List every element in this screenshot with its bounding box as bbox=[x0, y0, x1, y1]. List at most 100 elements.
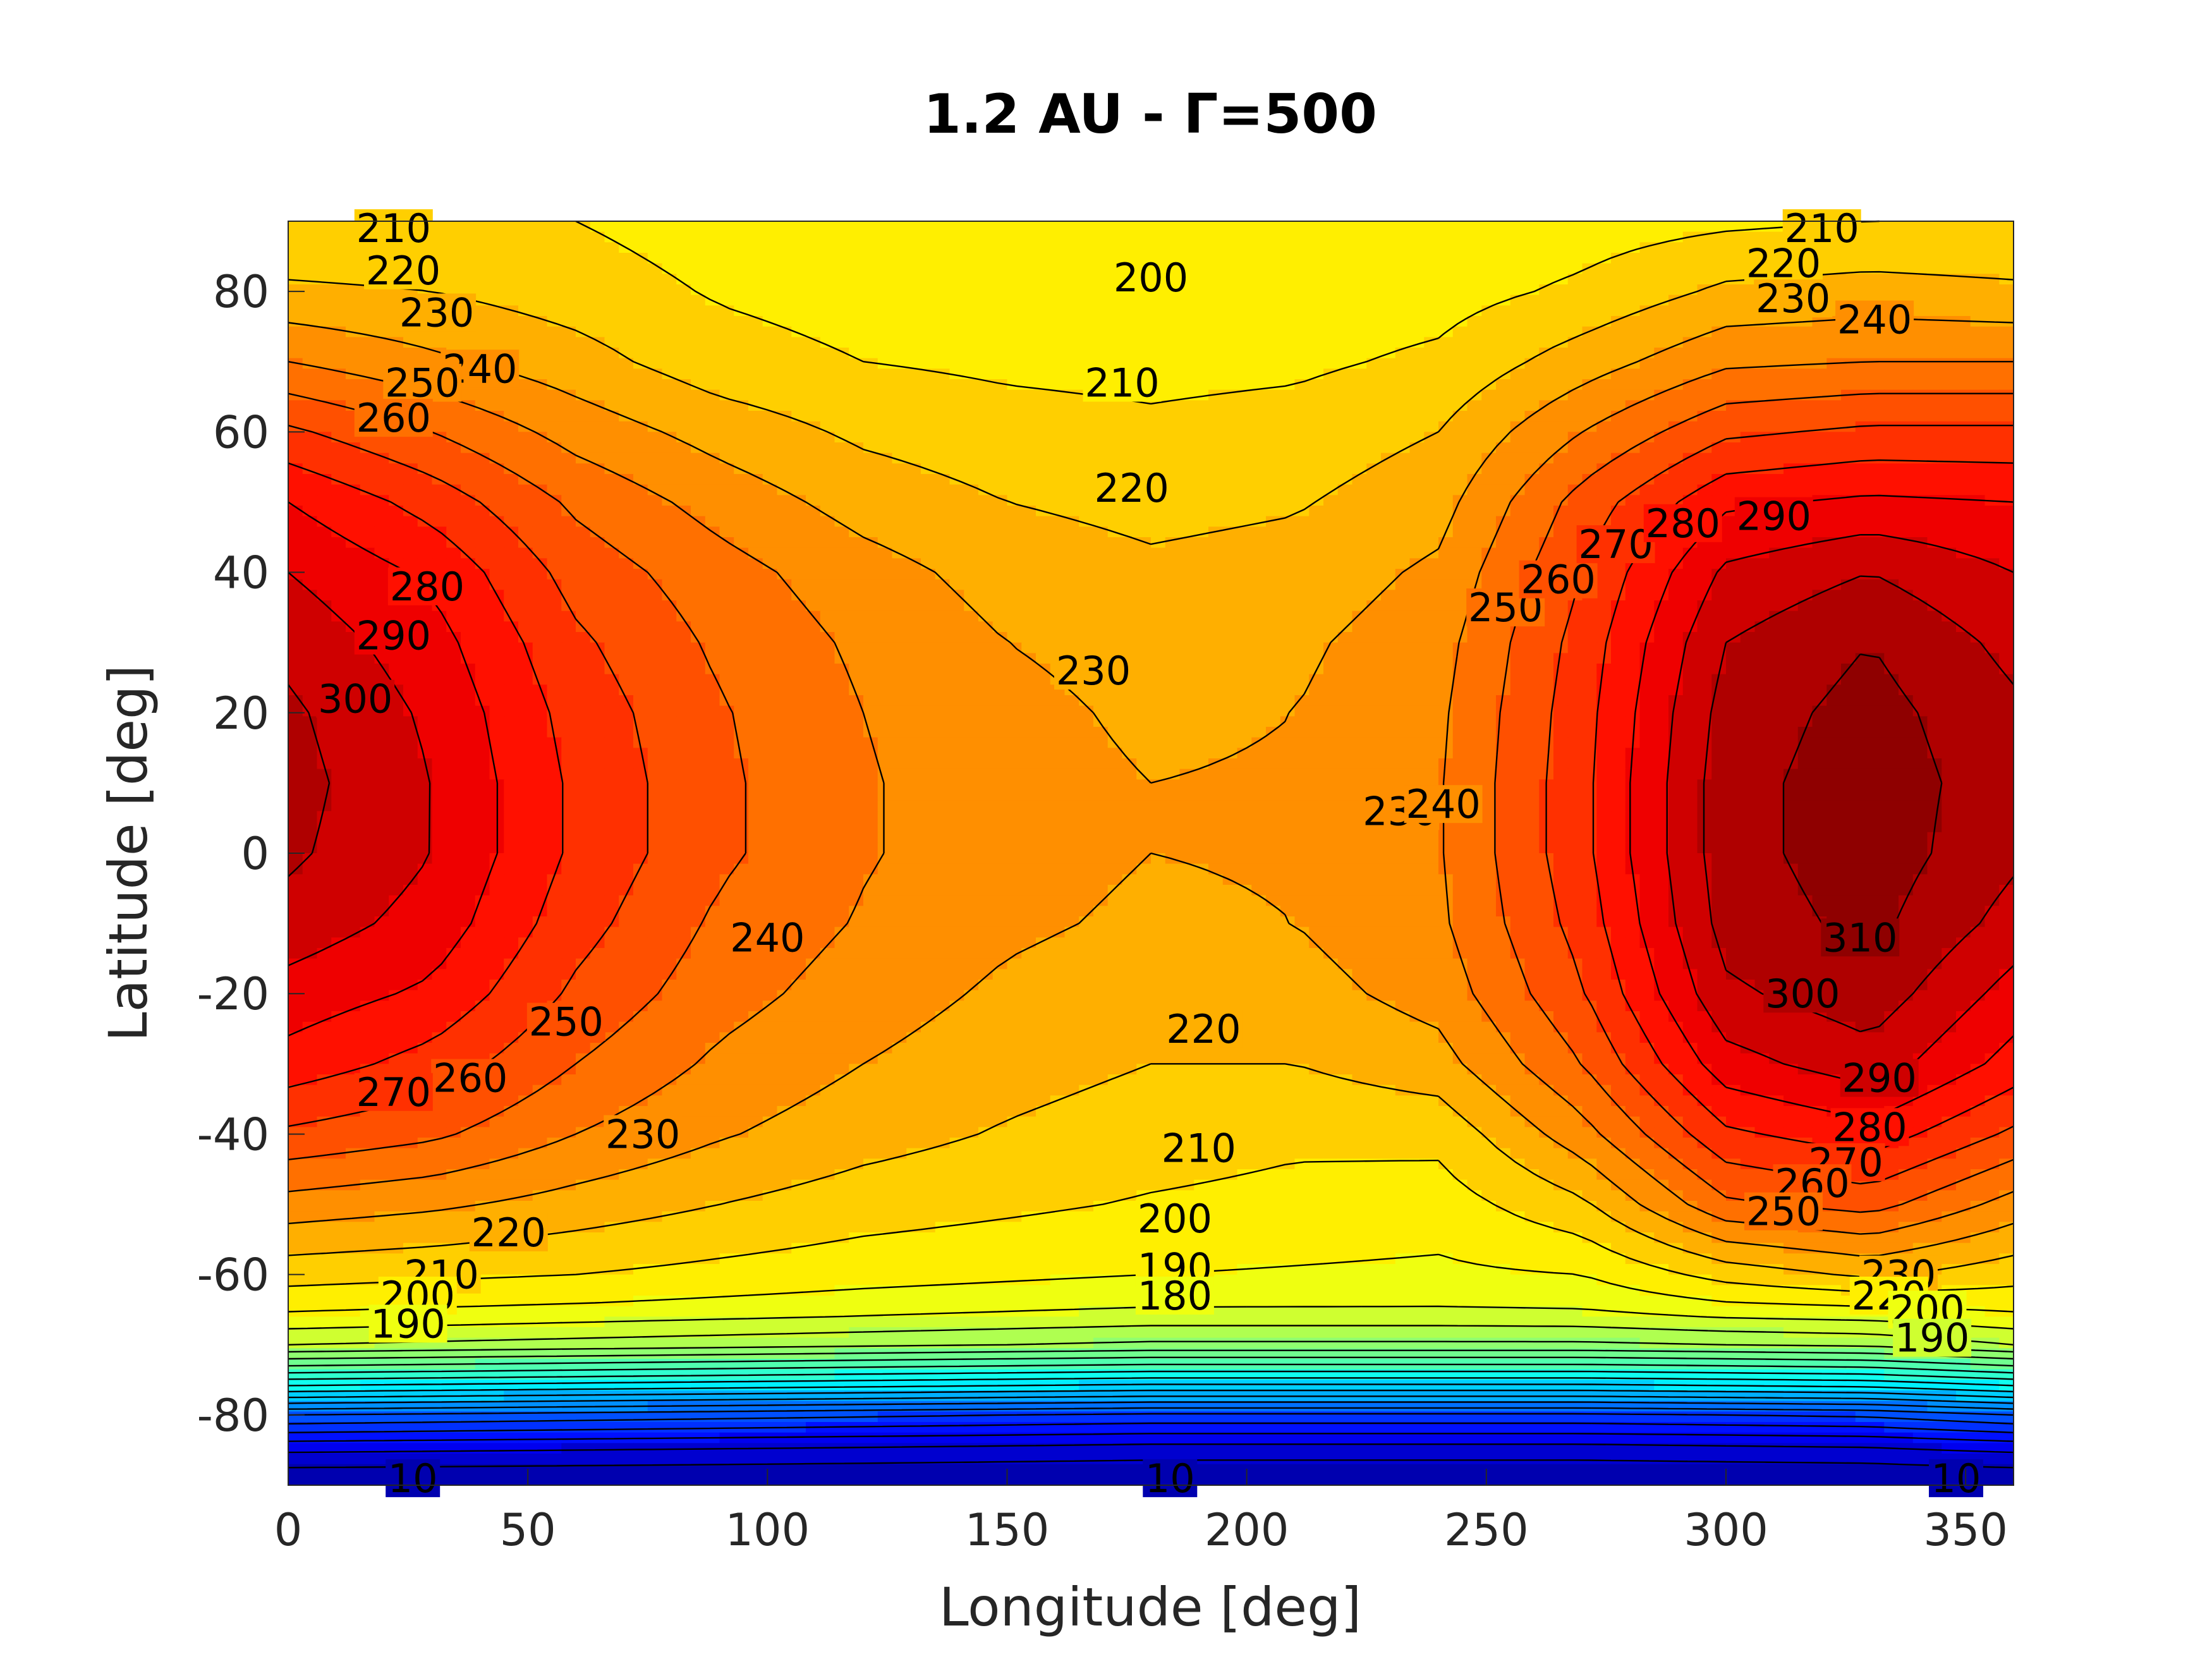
contour-fill-cell bbox=[1611, 632, 1626, 643]
contour-fill-cell bbox=[1524, 642, 1540, 654]
contour-fill-cell bbox=[1165, 547, 1181, 559]
contour-fill-cell bbox=[1438, 642, 1454, 654]
contour-fill-cell bbox=[1682, 358, 1698, 370]
contour-fill-cell bbox=[892, 305, 908, 317]
contour-fill-cell bbox=[346, 263, 361, 275]
contour-fill-cell bbox=[762, 358, 778, 370]
contour-fill-cell bbox=[1151, 242, 1166, 253]
contour-fill-cell bbox=[734, 411, 749, 422]
contour-fill-cell bbox=[576, 432, 591, 443]
contour-fill-cell bbox=[1007, 221, 1023, 233]
contour-fill-cell bbox=[489, 495, 505, 506]
contour-fill-cell bbox=[647, 389, 663, 401]
contour-fill-cell bbox=[1912, 284, 1928, 296]
contour-fill-cell bbox=[1682, 221, 1698, 233]
contour-fill-cell bbox=[532, 579, 548, 591]
contour-fill-cell bbox=[834, 632, 850, 643]
contour-fill-cell bbox=[1395, 453, 1411, 465]
contour-fill-cell bbox=[1237, 569, 1253, 580]
contour-fill-cell bbox=[662, 326, 678, 338]
contour-fill-cell bbox=[475, 305, 490, 317]
contour-fill-cell bbox=[1711, 632, 1727, 643]
contour-fill-cell bbox=[1165, 526, 1181, 538]
contour-fill-cell bbox=[662, 305, 678, 317]
contour-fill-cell bbox=[978, 358, 994, 370]
contour-fill-cell bbox=[978, 590, 994, 601]
contour-fill-cell bbox=[1036, 463, 1051, 475]
contour-fill-cell bbox=[374, 442, 390, 454]
contour-fill-cell bbox=[1855, 379, 1871, 391]
contour-fill-cell bbox=[906, 326, 921, 338]
contour-fill-cell bbox=[676, 242, 691, 253]
contour-fill-cell bbox=[1956, 389, 1971, 401]
contour-fill-cell bbox=[547, 411, 562, 422]
contour-fill-cell bbox=[518, 411, 533, 422]
contour-fill-cell bbox=[877, 590, 893, 601]
contour-fill-cell bbox=[604, 263, 620, 275]
contour-fill-cell bbox=[1711, 358, 1727, 370]
contour-fill-cell bbox=[1970, 484, 1986, 496]
contour-fill-cell bbox=[1179, 558, 1195, 569]
contour-fill-cell bbox=[1280, 358, 1296, 370]
contour-fill-cell bbox=[1855, 600, 1871, 612]
contour-fill-cell bbox=[1711, 600, 1727, 612]
contour-fill-cell bbox=[1467, 348, 1483, 359]
contour-fill-cell bbox=[590, 316, 605, 327]
contour-fill-cell bbox=[734, 274, 749, 285]
contour-fill-cell bbox=[992, 506, 1008, 517]
contour-fill-cell bbox=[532, 569, 548, 580]
contour-fill-cell bbox=[691, 611, 706, 623]
contour-fill-cell bbox=[489, 569, 505, 580]
contour-fill-cell bbox=[532, 295, 548, 307]
contour-fill-cell bbox=[892, 231, 908, 243]
contour-fill-cell bbox=[1079, 221, 1094, 233]
contour-fill-cell bbox=[1395, 558, 1411, 569]
contour-fill-cell bbox=[288, 274, 303, 285]
contour-fill-cell bbox=[633, 579, 648, 591]
contour-fill-cell bbox=[1682, 348, 1698, 359]
contour-fill-cell bbox=[676, 579, 691, 591]
contour-fill-cell bbox=[777, 547, 793, 559]
contour-fill-cell bbox=[719, 621, 735, 633]
contour-fill-cell bbox=[949, 453, 965, 465]
contour-fill-cell bbox=[1136, 305, 1152, 317]
contour-fill-cell bbox=[1452, 432, 1468, 443]
contour-fill-cell bbox=[1036, 579, 1051, 591]
contour-fill-cell bbox=[633, 379, 648, 391]
contour-fill-cell bbox=[1797, 547, 1813, 559]
contour-fill-cell bbox=[1251, 474, 1267, 485]
contour-fill-cell bbox=[849, 516, 864, 528]
contour-fill-cell bbox=[403, 516, 418, 528]
contour-fill-cell bbox=[1021, 411, 1036, 422]
contour-fill-cell bbox=[719, 421, 735, 433]
contour-fill-cell bbox=[1682, 263, 1698, 275]
contour-fill-cell bbox=[619, 621, 634, 633]
contour-fill-cell bbox=[1352, 474, 1368, 485]
contour-fill-cell bbox=[1611, 274, 1626, 285]
contour-fill-cell bbox=[921, 305, 936, 317]
contour-fill-cell bbox=[964, 463, 979, 475]
contour-fill-cell bbox=[1237, 242, 1253, 253]
contour-fill-cell bbox=[1208, 379, 1224, 391]
contour-fill-cell bbox=[317, 547, 332, 559]
contour-fill-cell bbox=[1280, 453, 1296, 465]
contour-fill-cell bbox=[432, 242, 447, 253]
contour-fill-cell bbox=[906, 316, 921, 327]
contour-fill-cell bbox=[475, 611, 490, 623]
contour-fill-cell bbox=[1740, 337, 1756, 348]
contour-fill-cell bbox=[1812, 337, 1828, 348]
contour-fill-cell bbox=[849, 337, 864, 348]
contour-fill-cell bbox=[1208, 221, 1224, 233]
contour-fill-cell bbox=[1769, 368, 1784, 380]
contour-fill-cell bbox=[532, 263, 548, 275]
contour-fill-cell bbox=[647, 337, 663, 348]
contour-fill-cell bbox=[1136, 516, 1152, 528]
contour-fill-cell bbox=[1510, 337, 1526, 348]
contour-fill-cell bbox=[1711, 379, 1727, 391]
contour-fill-cell bbox=[1481, 295, 1497, 307]
contour-fill-cell bbox=[1122, 632, 1138, 643]
contour-fill-cell bbox=[1682, 579, 1698, 591]
contour-fill-cell bbox=[1366, 421, 1382, 433]
contour-fill-cell bbox=[1366, 348, 1382, 359]
contour-fill-cell bbox=[1855, 358, 1871, 370]
